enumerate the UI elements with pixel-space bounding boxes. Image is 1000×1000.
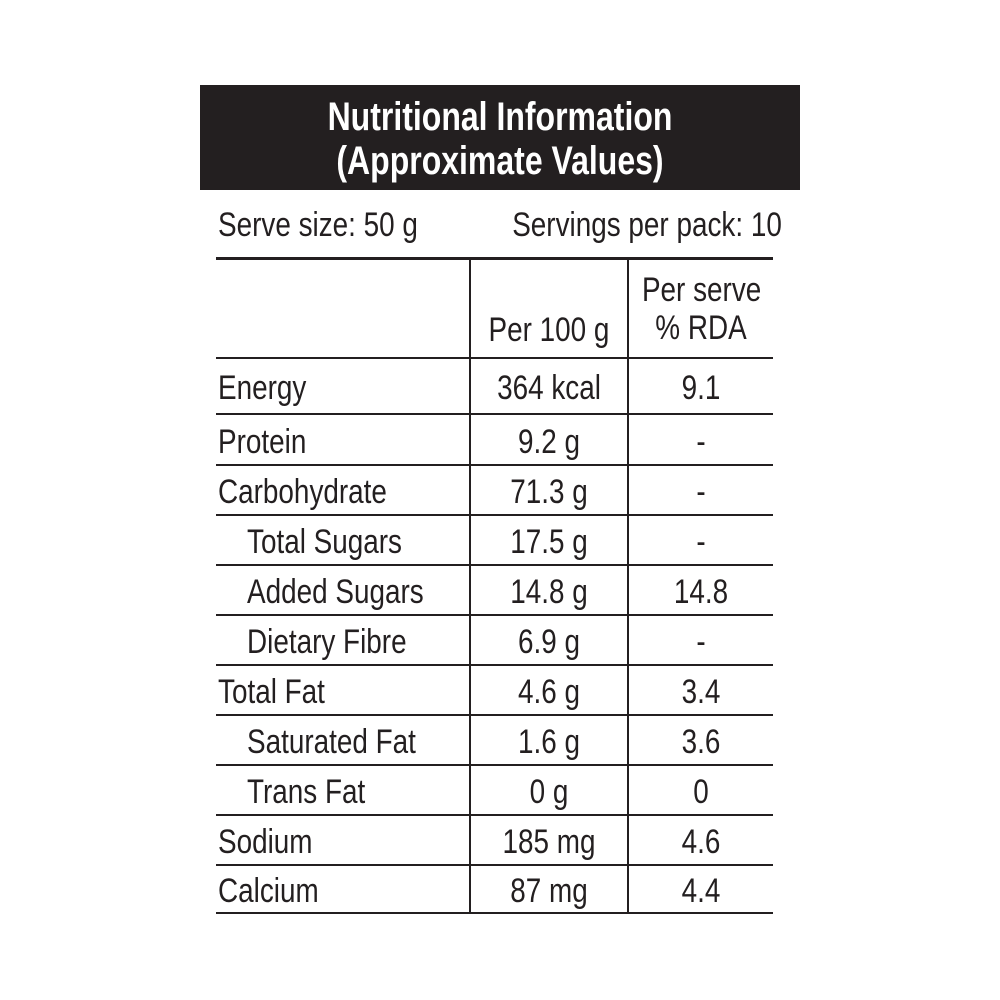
per-100g-value: 6.9 g xyxy=(517,623,581,661)
per-100g-value: 1.6 g xyxy=(517,723,581,761)
per-100g-value: 87 mg xyxy=(510,872,588,910)
rda-value: 0 xyxy=(693,773,709,811)
row-rule xyxy=(216,464,773,466)
row-rule xyxy=(216,714,773,716)
row-rule xyxy=(216,814,773,816)
per-100g-value: 185 mg xyxy=(502,823,596,861)
per-100g-value: 17.5 g xyxy=(510,523,588,561)
servings: Servings per pack: 10 xyxy=(512,206,782,244)
per-100g-value: 71.3 g xyxy=(510,473,588,511)
rda-value: - xyxy=(696,623,706,661)
row-rule xyxy=(216,413,773,415)
header-band xyxy=(200,85,800,190)
table-rule xyxy=(216,257,773,260)
nutrient-name: Carbohydrate xyxy=(218,473,387,511)
rda-value: 4.6 xyxy=(681,823,721,861)
column-rule xyxy=(469,258,471,914)
row-rule xyxy=(216,764,773,766)
row-rule xyxy=(216,864,773,866)
nutrient-name: Calcium xyxy=(218,872,319,910)
per-100g-value: 364 kcal xyxy=(497,369,601,407)
per-100g-value: 9.2 g xyxy=(517,422,581,461)
nutrient-name: Sodium xyxy=(218,823,313,861)
row-rule xyxy=(216,912,773,914)
row-rule xyxy=(216,357,773,359)
rda-value: 9.1 xyxy=(681,369,721,407)
per-100g-value: 4.6 g xyxy=(517,673,581,711)
per-100g-value: 14.8 g xyxy=(510,573,588,611)
row-rule xyxy=(216,614,773,616)
row-rule xyxy=(216,664,773,666)
nutrient-name: Total Sugars xyxy=(247,523,402,561)
nutrient-name: Added Sugars xyxy=(247,573,424,611)
rda-value: 3.4 xyxy=(681,673,721,711)
column-header: Per serve xyxy=(641,271,762,309)
rda-value: 14.8 xyxy=(673,573,729,611)
per-100g-value: 0 g xyxy=(529,773,569,811)
rda-value: - xyxy=(696,523,706,561)
title-line: (Approximate Values) xyxy=(336,139,664,183)
column-rule xyxy=(627,258,629,914)
nutrient-name: Dietary Fibre xyxy=(247,623,407,661)
rda-value: - xyxy=(696,473,706,511)
rda-value: 3.6 xyxy=(681,723,721,761)
nutrient-name: Protein xyxy=(218,422,307,461)
column-header: Per 100 g xyxy=(488,311,610,349)
nutrient-name: Total Fat xyxy=(218,673,325,711)
row-rule xyxy=(216,514,773,516)
rda-value: 4.4 xyxy=(681,872,721,910)
rda-value: - xyxy=(696,422,706,461)
title-line: Nutritional Information xyxy=(327,95,673,139)
nutrient-name: Trans Fat xyxy=(247,773,366,811)
serve-size: Serve size: 50 g xyxy=(218,206,418,244)
row-rule xyxy=(216,564,773,566)
nutrient-name: Saturated Fat xyxy=(247,723,416,761)
column-header: % RDA xyxy=(655,309,747,347)
nutrient-name: Energy xyxy=(218,369,307,407)
